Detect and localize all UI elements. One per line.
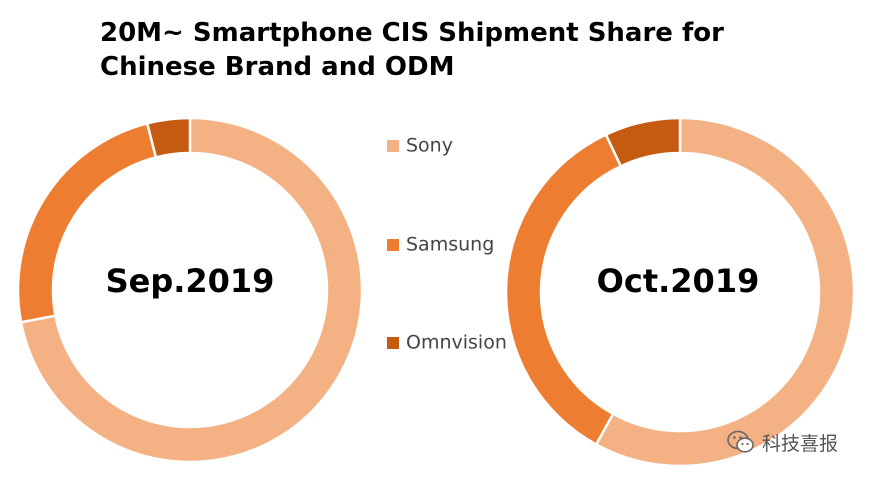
slice-sep-2019-sony [19, 116, 364, 464]
donut-chart-oct-2019 [504, 116, 856, 468]
slice-oct-2019-sony [594, 116, 856, 468]
chart-title: 20M~ Smartphone CIS Shipment Share for C… [100, 18, 724, 82]
center-label-oct-2019: Oct.2019 [597, 262, 760, 300]
wechat-icon [727, 430, 754, 453]
donut-chart-sep-2019 [16, 116, 364, 464]
watermark-text: 科技喜报 [762, 432, 839, 455]
legend-swatch-samsung [387, 239, 399, 251]
legend: Sony Samsung Omnvision [387, 135, 507, 354]
slice-oct-2019-omnvision [604, 116, 682, 168]
legend-swatch-omnvision [387, 337, 399, 349]
slice-sep-2019-omnvision [145, 116, 192, 159]
legend-label-samsung: Samsung [406, 234, 494, 256]
center-label-sep-2019: Sep.2019 [106, 262, 275, 300]
legend-swatch-sony [387, 140, 399, 152]
legend-label-omnvision: Omnvision [406, 332, 507, 354]
watermark: 科技喜报 [726, 428, 838, 456]
legend-label-sony: Sony [406, 135, 453, 157]
